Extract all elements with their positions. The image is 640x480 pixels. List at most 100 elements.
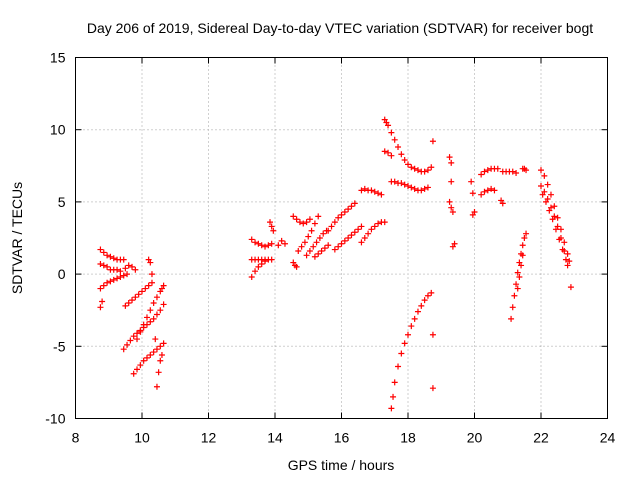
data-point [129, 263, 136, 270]
series-a9 [145, 256, 165, 390]
series-e2 [538, 183, 574, 291]
data-point [142, 285, 149, 292]
data-point [134, 336, 141, 343]
data-point [424, 292, 431, 299]
data-point [104, 279, 111, 286]
data-point [100, 249, 107, 256]
series-a1 [97, 246, 127, 263]
data-point [130, 333, 137, 340]
data-point [281, 240, 288, 247]
data-point [318, 247, 325, 254]
data-point [145, 282, 152, 289]
data-point [348, 232, 355, 239]
data-point [341, 209, 348, 216]
data-point [110, 255, 117, 262]
series-c5 [429, 138, 436, 392]
series-b5 [275, 237, 288, 249]
data-point [160, 301, 167, 308]
series-b14 [358, 185, 385, 198]
series-b1 [248, 236, 275, 250]
data-point [267, 219, 274, 226]
data-point [262, 243, 269, 250]
data-point [401, 181, 408, 188]
y-tick-label: -10 [45, 411, 65, 427]
data-point [265, 242, 272, 249]
data-point [499, 200, 506, 207]
data-point [448, 204, 455, 211]
data-point [134, 330, 141, 337]
data-point [268, 256, 275, 263]
data-point [137, 362, 144, 369]
data-point [320, 230, 327, 237]
data-point [509, 168, 516, 175]
data-point [338, 240, 345, 247]
data-point [147, 307, 154, 314]
data-point [99, 298, 106, 305]
series-b4 [267, 219, 277, 234]
data-point [313, 239, 320, 246]
data-point [538, 183, 544, 190]
data-point [351, 200, 358, 207]
data-point [401, 340, 408, 347]
data-point [547, 191, 554, 198]
series-b11 [325, 200, 358, 234]
data-point [153, 294, 160, 301]
data-point [100, 282, 107, 289]
series-b8 [295, 213, 322, 254]
data-point [385, 122, 392, 129]
data-point [258, 242, 265, 249]
data-point [303, 219, 310, 226]
series-d1 [446, 154, 458, 250]
data-point [308, 227, 315, 234]
data-point [523, 167, 530, 174]
data-point [552, 226, 559, 233]
x-tick-label: 10 [134, 430, 150, 446]
data-point [358, 223, 365, 230]
data-point [331, 246, 338, 253]
data-point [150, 349, 157, 356]
data-point [160, 282, 167, 289]
data-point [255, 263, 262, 270]
data-point [411, 165, 418, 172]
data-point [484, 187, 491, 194]
data-point [262, 256, 269, 263]
data-point [290, 213, 297, 220]
series-d2 [468, 178, 478, 218]
data-point [306, 216, 313, 223]
data-point [390, 393, 397, 400]
data-point [544, 181, 551, 188]
data-point [421, 168, 428, 175]
x-tick-label: 12 [201, 430, 217, 446]
data-point [478, 191, 485, 198]
data-point [395, 144, 402, 151]
data-point [295, 247, 302, 254]
data-point [158, 351, 165, 358]
data-point [143, 354, 150, 361]
data-point [310, 243, 317, 250]
data-point [305, 233, 312, 240]
data-point [150, 299, 157, 306]
data-point [429, 331, 436, 338]
y-tick-labels: -10 -5 0 5 10 15 [45, 50, 65, 427]
series-a2 [97, 260, 139, 275]
data-point [117, 273, 124, 280]
data-point [388, 129, 395, 136]
data-point [110, 276, 117, 283]
series-b12 [331, 223, 365, 253]
data-point [157, 307, 164, 314]
data-point [351, 229, 358, 236]
grid-lines [75, 57, 608, 419]
series-b3 [248, 256, 269, 263]
data-point [306, 247, 313, 254]
data-point [371, 188, 378, 195]
series-d9 [519, 165, 530, 174]
data-point [539, 191, 546, 198]
series-a7 [130, 340, 167, 377]
data-point [448, 159, 455, 166]
data-point [143, 314, 150, 321]
data-point [122, 265, 129, 272]
data-point [446, 154, 453, 161]
data-point [564, 262, 571, 269]
data-point [153, 311, 160, 318]
data-point [398, 151, 405, 158]
